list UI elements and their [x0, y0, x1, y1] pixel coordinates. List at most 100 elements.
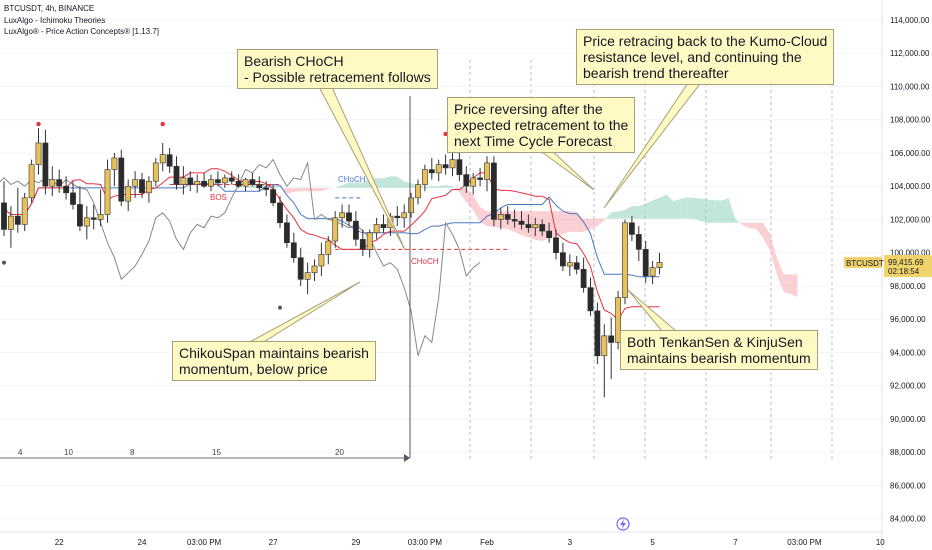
callout-pointer [317, 84, 406, 251]
x-tick-label: 10 [876, 538, 885, 547]
x-tick-label: 03:00 PM [787, 538, 822, 547]
bearish-candle [14, 215, 21, 225]
bullish-candle [49, 179, 56, 187]
cloud-segment [459, 187, 467, 203]
cycle-ruler: 4 10 8 15 20 [0, 96, 411, 462]
bullish-candle [449, 159, 456, 169]
replay-icon[interactable] [616, 517, 630, 531]
bearish-candle [580, 269, 587, 288]
bearish-candle [504, 214, 511, 220]
bullish-candle [146, 180, 152, 194]
bullish-candle [194, 180, 201, 185]
y-tick-label: 92,000.00 [890, 382, 926, 391]
cloud-segment [625, 206, 632, 219]
cloud-segment [300, 187, 308, 192]
bearish-candle [428, 169, 435, 174]
cloud-segment [707, 199, 715, 223]
annotation-tenkan-kijun[interactable]: Both TenkanSen & KinjuSen maintains bear… [620, 330, 818, 370]
time-axis[interactable]: 22 24 03:00 PM 27 29 03:00 PM Feb 3 5 7 03:00 PM 10 [0, 531, 885, 547]
price-tag-bg [884, 255, 932, 277]
annotation-kumo-retrace[interactable]: Price retracing back to the Kumo-Cloud r… [576, 29, 835, 85]
bearish-candle [270, 189, 276, 204]
ruler-label: 4 [18, 448, 23, 457]
cloud-segment [666, 194, 674, 219]
cloud-segment [590, 218, 598, 230]
price-tag-countdown: 02:18:54 [888, 267, 920, 276]
symbol-title[interactable]: BTCUSDT, 4h, BINANCE [4, 4, 95, 13]
bearish-candle [380, 224, 387, 229]
cloud-segment [721, 198, 729, 223]
bullish-candle [83, 217, 90, 227]
x-tick-label: 29 [351, 538, 360, 547]
bullish-candle [421, 169, 428, 185]
bearish-candle [477, 177, 483, 180]
bearish-candle [1, 202, 7, 230]
bearish-candle [511, 219, 518, 222]
bearish-candle [518, 220, 525, 225]
bearish-candle [546, 230, 552, 239]
bullish-candle [435, 164, 442, 174]
bearish-candle [173, 165, 180, 185]
x-tick-label: Feb [480, 538, 494, 547]
bearish-candle [642, 249, 649, 277]
gridlines [0, 19, 882, 520]
cloud-segment [204, 203, 211, 215]
bullish-candle [339, 212, 345, 219]
bearish-candle [635, 234, 642, 250]
cloud-segment [576, 211, 584, 232]
cloud-segment [286, 187, 294, 194]
bearish-candle [539, 224, 546, 232]
x-tick-label: 3 [568, 538, 573, 547]
annotation-chikou[interactable]: ChikouSpan maintains bearish momentum, b… [172, 341, 376, 381]
bullish-candle [401, 212, 408, 219]
bullish-candle [97, 214, 104, 220]
cloud-segment [742, 222, 750, 229]
cloud-segment [390, 176, 398, 188]
cloud-segment [583, 218, 591, 232]
y-tick-label: 84,000.00 [890, 515, 926, 524]
cloud-segment [514, 211, 522, 236]
cloud-segment [438, 184, 446, 188]
cloud-segment [618, 209, 625, 219]
choch-label: CHoCH [338, 175, 366, 184]
bearish-candle [346, 212, 352, 222]
bearish-candle [77, 204, 83, 227]
ruler-arrow [404, 454, 410, 462]
bearish-candle [201, 180, 207, 187]
cloud-segment [528, 211, 536, 240]
bullish-candle [159, 154, 166, 164]
cloud-segment [328, 187, 336, 189]
cloud-segment [293, 187, 301, 193]
cloud-segment [349, 182, 356, 188]
bullish-candle [566, 262, 573, 267]
bullish-candle [180, 177, 187, 185]
indicator-title[interactable]: LuxAlgo - Ichimoku Theories [4, 16, 106, 25]
cloud-segment [652, 197, 660, 219]
bullish-candle [615, 297, 621, 343]
annotation-price-reversing[interactable]: Price reversing after the expected retra… [447, 97, 636, 153]
cloud-segment [769, 233, 777, 275]
cloud-segment [569, 211, 577, 232]
cloud-segment [500, 211, 508, 230]
cloud-segment [466, 187, 474, 211]
bearish-candle [63, 185, 69, 194]
cloud-segment [631, 206, 639, 219]
bearish-candle [359, 239, 366, 250]
cloud-segment [473, 195, 481, 222]
y-tick-label: 112,000.00 [890, 49, 930, 58]
annotation-bearish-choch[interactable]: Bearish CHoCH - Possible retracement fol… [237, 49, 438, 89]
bullish-candle [221, 177, 228, 184]
ruler-label: 8 [130, 448, 135, 457]
indicator-title[interactable]: LuxAlgo® - Price Action Concepts® [1.13.… [4, 27, 159, 36]
cloud-segment [700, 198, 708, 223]
cloud-segment [611, 211, 619, 219]
cloud-segment [404, 181, 412, 188]
price-axis[interactable]: 84,000.00 86,000.00 88,000.00 90,000.00 92,0… [881, 0, 931, 550]
bearish-candle [553, 237, 559, 254]
bearish-candle [352, 220, 359, 240]
bullish-candle [601, 335, 608, 357]
price-tag: BTCUSDT 99,415.69 02:18:54 [844, 255, 932, 277]
bullish-candle [332, 217, 339, 242]
structure-labels: BOS CHoCH CHoCH [210, 175, 439, 266]
